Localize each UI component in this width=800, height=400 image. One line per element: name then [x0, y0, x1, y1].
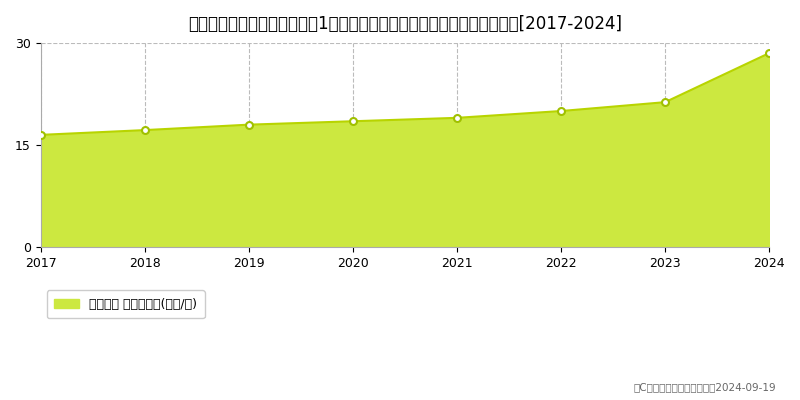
- Legend: 基準地価 平均嵪単価(万円/嵪): 基準地価 平均嵪単価(万円/嵪): [47, 290, 205, 318]
- Title: 宮城県仙台市青葉区双葉ケ丘1丁目１１８番１０４　基準地価　地価推移[2017-2024]: 宮城県仙台市青葉区双葉ケ丘1丁目１１８番１０４ 基準地価 地価推移[2017-2…: [188, 15, 622, 33]
- Text: （C）土地価格ドットコム　2024-09-19: （C）土地価格ドットコム 2024-09-19: [634, 382, 776, 392]
